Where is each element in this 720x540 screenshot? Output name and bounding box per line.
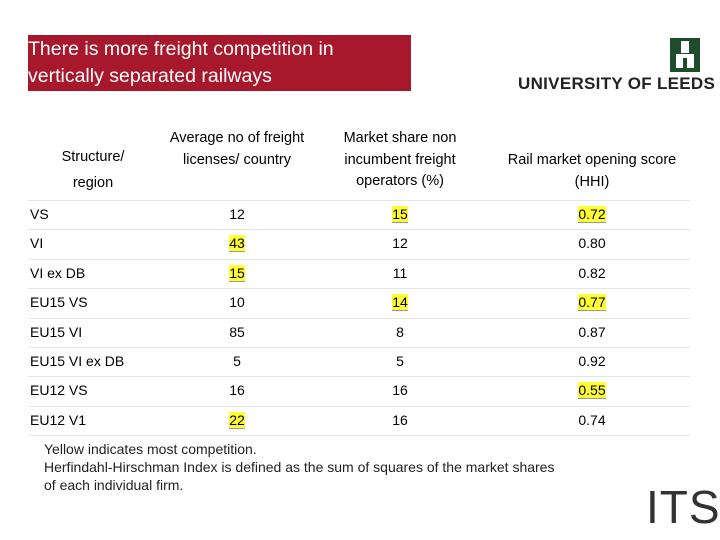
cell-wrap: 0.87: [552, 324, 632, 340]
cell-value: 16: [229, 382, 245, 399]
row-line: [28, 317, 690, 319]
note-line: of each individual firm.: [44, 477, 184, 493]
title-line: vertically separated railways: [28, 65, 272, 87]
notes: Yellow indicates most competition. Herfin…: [44, 440, 554, 494]
cell-value: 0.82: [578, 264, 606, 281]
cell-value: 10: [229, 294, 245, 311]
row-line: [28, 200, 690, 201]
cell-value: 12: [229, 206, 245, 222]
row-label: EU15 VS: [30, 294, 88, 311]
cell-wrap: 14: [360, 294, 440, 312]
cell-wrap: 22: [197, 411, 277, 429]
title-line: There is more freight competition in: [28, 38, 334, 60]
cell-value: 14: [392, 294, 408, 312]
cell-wrap: 15: [197, 264, 277, 282]
note-line: Herfindahl-Hirschman Index is defined as…: [44, 459, 555, 475]
row-line: [28, 376, 690, 378]
row-line: [28, 288, 690, 290]
university-logo: UNIVERSITY OF LEEDS: [518, 74, 716, 93]
cell-wrap: 0.77: [552, 294, 632, 312]
cell-wrap: 16: [197, 382, 277, 398]
row-line: [28, 258, 690, 260]
cell-value: 0.80: [578, 235, 606, 252]
cell-value: 0.92: [578, 353, 606, 369]
cell-wrap: 15: [360, 206, 440, 223]
row-label: VI ex DB: [30, 264, 86, 281]
cell-wrap: 85: [197, 324, 277, 340]
header-cell: Average no of freight licenses/ country: [169, 130, 305, 168]
row-label: EU12 V1: [30, 411, 87, 428]
row-label: EU12 VS: [30, 382, 88, 399]
cell-value: 15: [392, 206, 408, 223]
cell-value: 5: [233, 353, 241, 369]
cell-value: 0.87: [578, 323, 606, 340]
cell-value: 5: [396, 353, 404, 369]
note-line: Yellow indicates most competition.: [44, 441, 257, 457]
cell-wrap: 0.72: [552, 206, 632, 223]
cell-wrap: 43: [197, 235, 277, 253]
cell-wrap: 0.80: [552, 235, 632, 251]
cell-value: 85: [229, 323, 245, 340]
row-line: [28, 405, 690, 407]
row-line: [28, 229, 690, 231]
cell-value: 43: [229, 235, 245, 253]
cell-wrap: 0.82: [552, 265, 632, 281]
cell-wrap: 0.74: [552, 412, 632, 428]
cell-wrap: 0.55: [552, 382, 632, 400]
cell-value: 8: [396, 323, 404, 340]
cell-wrap: 0.92: [552, 353, 632, 369]
cell-value: 12: [392, 235, 408, 252]
its-logo: ITS: [646, 481, 720, 533]
cell-wrap: 12: [360, 235, 440, 251]
cell-value: 0.72: [578, 206, 606, 223]
row-label: EU15 VI: [30, 323, 83, 340]
header-cell: Market share non incumbent freight opera…: [343, 130, 457, 189]
cell-wrap: 16: [360, 412, 440, 428]
cell-value: 16: [392, 411, 408, 428]
row-label: VI: [30, 235, 44, 252]
header-cell: region: [72, 175, 114, 191]
cell-value: 11: [392, 264, 408, 281]
cell-wrap: 5: [360, 353, 440, 369]
cell-value: 0.55: [578, 382, 606, 400]
crest: [670, 38, 700, 72]
cell-wrap: 10: [197, 294, 277, 310]
row-label: EU15 VI ex DB: [30, 353, 125, 369]
cell-value: 22: [229, 411, 245, 429]
cell-value: 16: [392, 382, 408, 399]
row-label: VS: [30, 206, 49, 222]
cell-value: 15: [229, 264, 245, 282]
cell-value: 0.74: [578, 411, 606, 428]
cell-value: 0.77: [578, 294, 606, 312]
cell-wrap: 16: [360, 382, 440, 398]
cell-wrap: 5: [197, 353, 277, 369]
title-box: There is more freight competition in ver…: [28, 35, 411, 91]
header-cell: Structure/: [61, 149, 125, 165]
cell-wrap: 12: [197, 206, 277, 222]
cell-wrap: 8: [360, 324, 440, 340]
header-cell: Rail market opening score (HHI): [507, 152, 677, 190]
cell-wrap: 11: [360, 265, 440, 281]
row-line: [28, 435, 690, 437]
row-line: [28, 347, 690, 348]
